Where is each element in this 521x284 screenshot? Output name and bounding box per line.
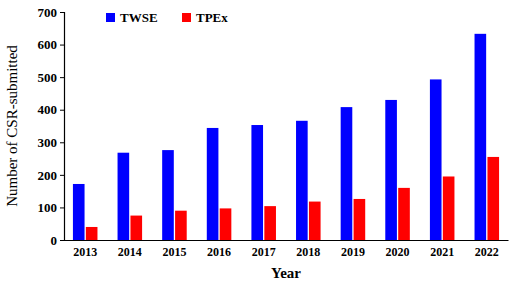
bars	[73, 34, 499, 240]
x-axis-title: Year	[271, 265, 301, 281]
axis-line	[60, 13, 65, 241]
tick-mark	[60, 77, 64, 78]
tick-mark	[60, 12, 64, 13]
bar	[175, 211, 187, 240]
tick: 2018	[296, 240, 320, 259]
tick-mark	[60, 175, 64, 176]
bar	[264, 206, 276, 240]
tick-label: 400	[38, 102, 58, 117]
axis-line	[65, 240, 509, 241]
tick-label: 2022	[475, 245, 499, 259]
tick-mark	[60, 240, 64, 241]
bar	[220, 208, 232, 240]
tick-mark	[60, 142, 64, 143]
tick: 100	[38, 200, 65, 215]
bar	[118, 153, 130, 240]
tick: 2021	[430, 240, 454, 259]
tick-label: 100	[38, 200, 58, 215]
tick-label: 2020	[386, 245, 410, 259]
tick: 2022	[475, 240, 499, 259]
tick-label: 2019	[341, 245, 365, 259]
tick: 300	[38, 135, 65, 150]
tick-label: 2014	[118, 245, 142, 259]
legend-item: TWSE	[106, 10, 158, 25]
chart: 0100200300400500600700201320142015201620…	[0, 0, 521, 284]
tick-label: 600	[38, 37, 58, 52]
legend-item: TPEx	[182, 10, 228, 25]
tick-label: 2015	[162, 245, 186, 259]
bar	[398, 188, 410, 240]
tick-label: 200	[38, 168, 58, 183]
bar	[487, 157, 499, 240]
tick-label: 2017	[252, 245, 276, 259]
tick-label: 2018	[296, 245, 320, 259]
bar	[162, 150, 174, 240]
tick: 2020	[386, 240, 410, 259]
tick-label: 500	[38, 70, 58, 85]
bar	[354, 199, 366, 240]
tick: 2017	[252, 240, 276, 259]
bar	[130, 216, 142, 240]
bar	[309, 202, 321, 240]
y-axis-title: Number of CSR-submitted	[4, 45, 20, 207]
tick: 500	[38, 70, 65, 85]
tick-mark	[60, 207, 64, 208]
x-axis: 2013 2014 2015 2016 2017 2018 2019 2020 2021 2022	[65, 240, 509, 259]
bar	[251, 125, 263, 240]
y-axis: 0 100 200 300 400 500 600 700	[38, 5, 65, 248]
tick: 0	[51, 233, 65, 248]
tick-mark	[60, 110, 64, 111]
bar	[296, 121, 308, 240]
tick: 2013	[73, 240, 97, 259]
legend-swatch	[182, 13, 191, 22]
tick-label: 300	[38, 135, 58, 150]
tick: 2015	[162, 240, 186, 259]
tick-label: 2021	[430, 245, 454, 259]
plot: 0100200300400500600700201320142015201620…	[38, 5, 509, 259]
bar	[86, 227, 98, 240]
tick-label: 0	[51, 233, 58, 248]
bar	[73, 184, 85, 240]
tick-label: 2013	[73, 245, 97, 259]
tick: 2014	[118, 240, 142, 259]
tick: 200	[38, 168, 65, 183]
bar	[443, 176, 455, 240]
tick: 2019	[341, 240, 365, 259]
bar	[430, 79, 442, 240]
tick-label: 700	[38, 5, 58, 20]
bar	[341, 107, 353, 240]
legend-label: TWSE	[120, 10, 158, 25]
legend-label: TPEx	[196, 10, 228, 25]
legend-swatch	[106, 13, 115, 22]
tick: 400	[38, 102, 65, 117]
legend: TWSE TPEx	[106, 10, 228, 25]
tick-label: 2016	[207, 245, 231, 259]
bar	[207, 128, 219, 240]
bar	[475, 34, 487, 240]
bar	[385, 100, 397, 240]
tick: 2016	[207, 240, 231, 259]
tick: 600	[38, 37, 65, 52]
tick: 700	[38, 5, 65, 20]
tick-mark	[60, 45, 64, 46]
